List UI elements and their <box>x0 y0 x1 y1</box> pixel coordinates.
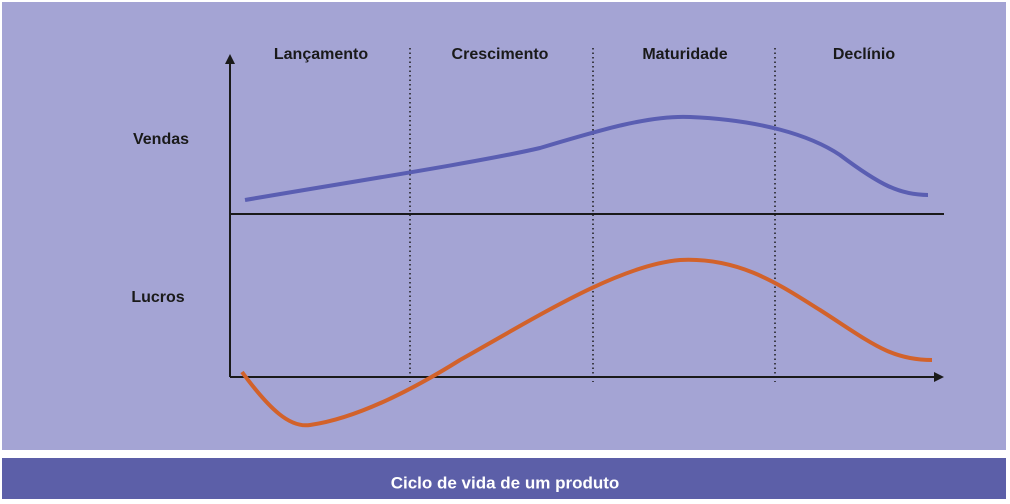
profit-curve <box>240 257 933 428</box>
stage-label: Maturidade <box>642 46 727 63</box>
sales-curve <box>244 114 929 202</box>
row-label: Vendas <box>133 131 189 148</box>
caption: Ciclo de vida de um produto <box>391 473 620 492</box>
stage-label: Crescimento <box>452 46 549 63</box>
row-label: Lucros <box>131 289 184 306</box>
stage-label: Declínio <box>833 46 895 63</box>
stage-labels: Lançamento Crescimento Maturidade Declín… <box>274 46 895 63</box>
stage-label: Lançamento <box>274 46 368 63</box>
panel <box>2 2 1006 450</box>
caption-bar <box>2 458 1006 499</box>
